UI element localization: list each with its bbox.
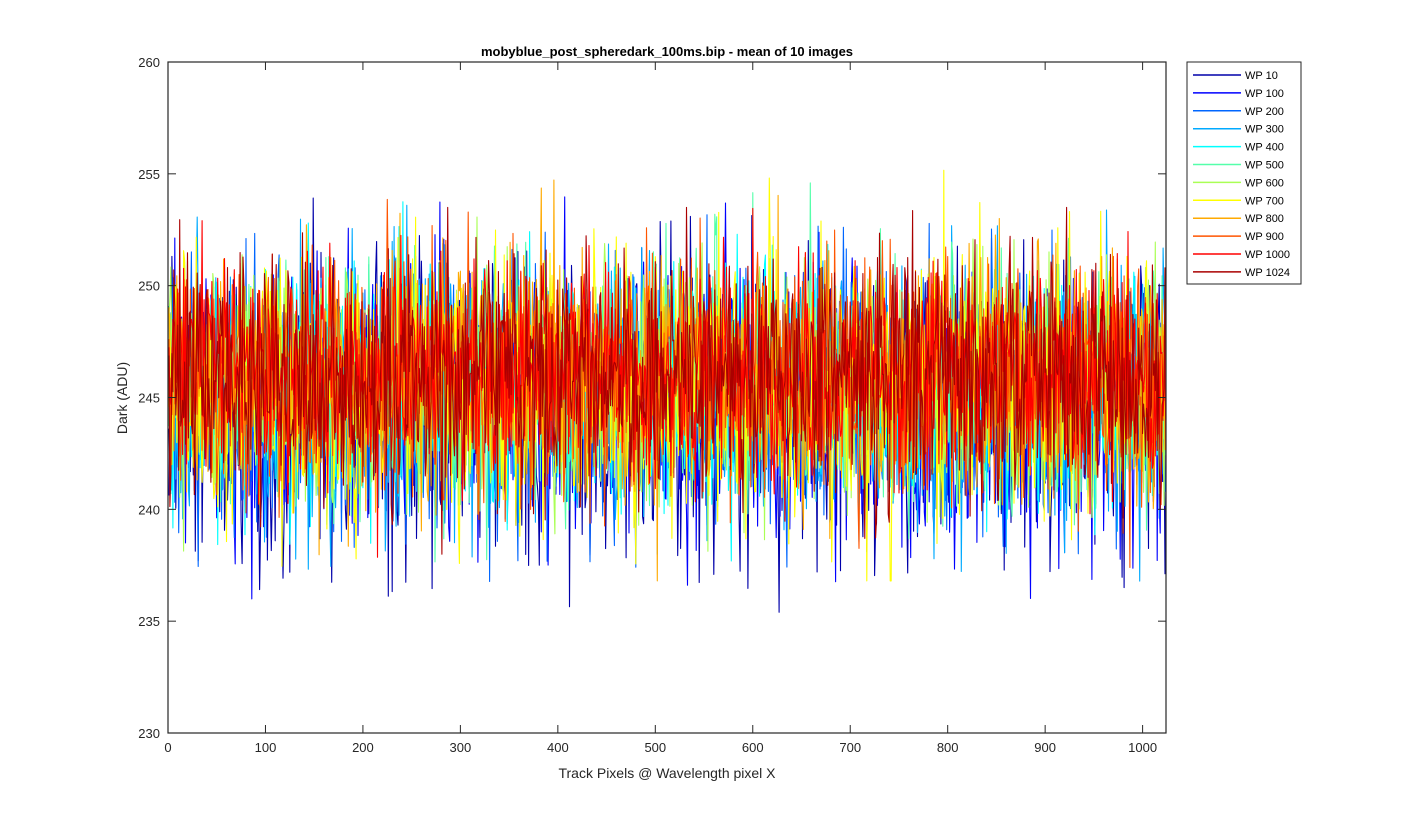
x-tick-label: 800 xyxy=(937,740,959,755)
chart-title: mobyblue_post_spheredark_100ms.bip - mea… xyxy=(481,44,853,59)
y-tick-label: 235 xyxy=(138,614,160,629)
legend-label: WP 100 xyxy=(1245,88,1284,100)
x-tick-label: 700 xyxy=(839,740,861,755)
x-tick-label: 400 xyxy=(547,740,569,755)
y-axis-label: Dark (ADU) xyxy=(114,362,130,434)
x-tick-label: 900 xyxy=(1034,740,1056,755)
y-tick-label: 255 xyxy=(138,167,160,182)
legend-label: WP 1000 xyxy=(1245,249,1290,261)
legend-label: WP 700 xyxy=(1245,195,1284,207)
ticks-layer: 0 100 200 300 400 500 600 700 800 900 1000 230 235 24… xyxy=(138,55,1166,755)
legend-label: WP 200 xyxy=(1245,106,1284,118)
legend-label: WP 10 xyxy=(1245,70,1278,82)
y-tick-label: 230 xyxy=(138,726,160,741)
x-tick-label: 100 xyxy=(255,740,277,755)
x-tick-label: 0 xyxy=(164,740,171,755)
legend-label: WP 600 xyxy=(1245,177,1284,189)
y-tick-label: 250 xyxy=(138,279,160,294)
legend-label: WP 800 xyxy=(1245,213,1284,225)
legend-label: WP 900 xyxy=(1245,231,1284,243)
legend-label: WP 400 xyxy=(1245,142,1284,154)
legend-label: WP 300 xyxy=(1245,124,1284,136)
series-layer xyxy=(168,169,1166,613)
x-tick-label: 300 xyxy=(450,740,472,755)
x-tick-label: 500 xyxy=(644,740,666,755)
legend: WP 10 WP 100 WP 200 WP 300 WP 400 WP 500 WP 60… xyxy=(1186,61,1302,285)
x-tick-label: 600 xyxy=(742,740,764,755)
y-tick-label: 260 xyxy=(138,55,160,70)
legend-label: WP 1024 xyxy=(1245,267,1290,279)
x-tick-label: 200 xyxy=(352,740,374,755)
legend-box xyxy=(1186,61,1302,285)
legend-label: WP 500 xyxy=(1245,160,1284,172)
x-tick-label: 1000 xyxy=(1128,740,1157,755)
y-tick-label: 240 xyxy=(138,502,160,517)
y-tick-label: 245 xyxy=(138,391,160,406)
x-axis-label: Track Pixels @ Wavelength pixel X xyxy=(558,765,776,781)
series-line-wp-1024 xyxy=(168,206,1166,555)
